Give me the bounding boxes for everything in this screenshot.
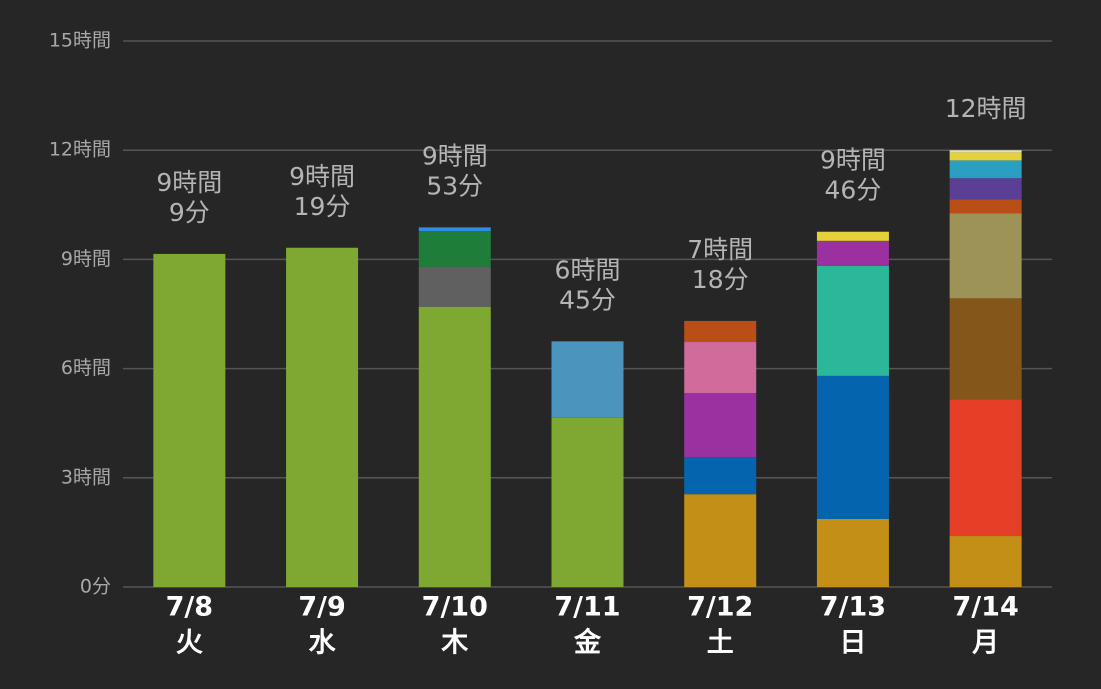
bar-segment bbox=[949, 178, 1022, 200]
y-tick-label: 9時間 bbox=[61, 248, 111, 270]
bar-segment bbox=[949, 213, 1022, 299]
bar-segment bbox=[949, 536, 1022, 587]
bar-segment bbox=[684, 320, 757, 343]
y-tick-label: 6時間 bbox=[61, 357, 111, 379]
y-tick-label: 12時間 bbox=[49, 139, 111, 161]
bar-segment bbox=[418, 306, 491, 587]
x-tick-label: 7/10 bbox=[422, 592, 488, 623]
x-tick-label: 7/14 bbox=[953, 592, 1019, 623]
total-label: 9時間 bbox=[289, 162, 355, 191]
bar-segment bbox=[949, 150, 1022, 153]
bar-segment bbox=[153, 253, 226, 587]
x-tick-label: 7/11 bbox=[554, 592, 620, 623]
bar-segment bbox=[684, 457, 757, 495]
bar-segment bbox=[286, 247, 359, 587]
total-label: 9時間 bbox=[422, 141, 488, 170]
x-tick-label: 金 bbox=[573, 627, 602, 659]
x-tick-label: 月 bbox=[971, 628, 999, 659]
bar-segment bbox=[949, 298, 1022, 400]
total-label: 12時間 bbox=[945, 94, 1027, 123]
bar-segment bbox=[418, 266, 491, 307]
total-label: 6時間 bbox=[555, 255, 621, 284]
bar-segment bbox=[816, 265, 889, 376]
bar-segment bbox=[418, 227, 491, 232]
x-tick-label: 7/8 bbox=[166, 592, 213, 623]
total-label: 18分 bbox=[692, 265, 749, 294]
bar-segment bbox=[418, 231, 491, 267]
bar-segment bbox=[684, 392, 757, 458]
bar-segment bbox=[949, 399, 1022, 537]
y-tick-label: 3時間 bbox=[61, 466, 111, 488]
x-tick-label: 木 bbox=[440, 628, 468, 659]
bar-segment bbox=[551, 417, 624, 587]
x-tick-label: 7/12 bbox=[687, 592, 753, 623]
bar-segment bbox=[684, 342, 757, 393]
total-label: 9時間 bbox=[820, 146, 886, 175]
total-label: 46分 bbox=[825, 176, 882, 205]
x-tick-label: 土 bbox=[707, 628, 734, 659]
bar-segment bbox=[816, 231, 889, 241]
total-label: 9分 bbox=[169, 198, 210, 227]
total-label: 53分 bbox=[426, 171, 483, 200]
x-tick-label: 火 bbox=[176, 628, 203, 659]
total-label: 7時間 bbox=[687, 235, 753, 264]
total-label: 45分 bbox=[559, 285, 616, 314]
y-tick-label: 15時間 bbox=[49, 30, 111, 52]
bar-segment bbox=[816, 240, 889, 266]
x-tick-label: 7/9 bbox=[298, 592, 345, 623]
x-tick-label: 水 bbox=[309, 628, 337, 659]
x-tick-label: 7/13 bbox=[820, 592, 886, 623]
bar-segment bbox=[949, 160, 1022, 179]
y-tick-label: 0分 bbox=[80, 576, 111, 598]
bar-segment bbox=[949, 199, 1022, 214]
x-tick-label: 日 bbox=[839, 628, 866, 659]
total-label: 19分 bbox=[294, 192, 351, 221]
total-label: 9時間 bbox=[156, 168, 222, 197]
bar-segment bbox=[949, 152, 1022, 161]
bar-segment bbox=[816, 375, 889, 519]
bar-segment bbox=[551, 341, 624, 418]
bar-segment bbox=[816, 518, 889, 587]
bar-segment bbox=[684, 494, 757, 587]
